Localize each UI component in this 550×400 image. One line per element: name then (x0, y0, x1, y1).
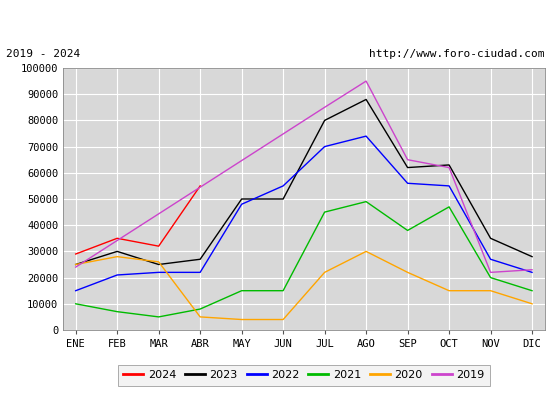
2023 (73, 262, 79, 267)
2021 (114, 309, 120, 314)
Text: 2019 - 2024: 2019 - 2024 (6, 49, 80, 59)
2023 (321, 118, 328, 123)
2023 (487, 236, 494, 241)
2023 (114, 249, 120, 254)
2020 (404, 270, 411, 275)
2019 (73, 265, 79, 270)
2024 (197, 184, 204, 188)
2022 (529, 270, 535, 275)
Line: 2019: 2019 (76, 81, 532, 272)
2021 (529, 288, 535, 293)
2022 (487, 257, 494, 262)
2020 (155, 260, 162, 264)
2020 (487, 288, 494, 293)
2021 (446, 204, 453, 209)
2022 (363, 134, 370, 138)
Line: 2023: 2023 (76, 100, 532, 264)
2020 (238, 317, 245, 322)
2024 (73, 252, 79, 256)
2020 (197, 314, 204, 319)
Line: 2020: 2020 (76, 251, 532, 320)
2022 (155, 270, 162, 275)
2021 (197, 307, 204, 312)
Text: http://www.foro-ciudad.com: http://www.foro-ciudad.com (369, 49, 544, 59)
2021 (487, 275, 494, 280)
2022 (404, 181, 411, 186)
2022 (73, 288, 79, 293)
2020 (446, 288, 453, 293)
2024 (155, 244, 162, 248)
2019 (404, 157, 411, 162)
2021 (73, 302, 79, 306)
2019 (363, 79, 370, 84)
2022 (238, 202, 245, 207)
2022 (114, 272, 120, 277)
Line: 2022: 2022 (76, 136, 532, 291)
2019 (446, 165, 453, 170)
Text: Evolucion Nº Turistas Extranjeros en el municipio de Orihuela: Evolucion Nº Turistas Extranjeros en el … (31, 14, 519, 28)
Line: 2024: 2024 (76, 186, 200, 254)
2023 (280, 196, 287, 201)
2023 (446, 162, 453, 167)
2021 (321, 210, 328, 214)
2021 (155, 314, 162, 319)
2022 (280, 184, 287, 188)
2019 (529, 267, 535, 272)
2019 (321, 105, 328, 110)
2023 (404, 165, 411, 170)
2023 (529, 254, 535, 259)
2023 (155, 262, 162, 267)
2020 (73, 262, 79, 267)
Legend: 2024, 2023, 2022, 2021, 2020, 2019: 2024, 2023, 2022, 2021, 2020, 2019 (118, 365, 490, 386)
2021 (280, 288, 287, 293)
2022 (321, 144, 328, 149)
2022 (446, 184, 453, 188)
2021 (238, 288, 245, 293)
2020 (114, 254, 120, 259)
2020 (363, 249, 370, 254)
2023 (238, 196, 245, 201)
2023 (197, 257, 204, 262)
Line: 2021: 2021 (76, 202, 532, 317)
2019 (487, 270, 494, 275)
2024 (114, 236, 120, 241)
2020 (280, 317, 287, 322)
2021 (404, 228, 411, 233)
2020 (321, 270, 328, 275)
2023 (363, 97, 370, 102)
2022 (197, 270, 204, 275)
2020 (529, 302, 535, 306)
2021 (363, 199, 370, 204)
